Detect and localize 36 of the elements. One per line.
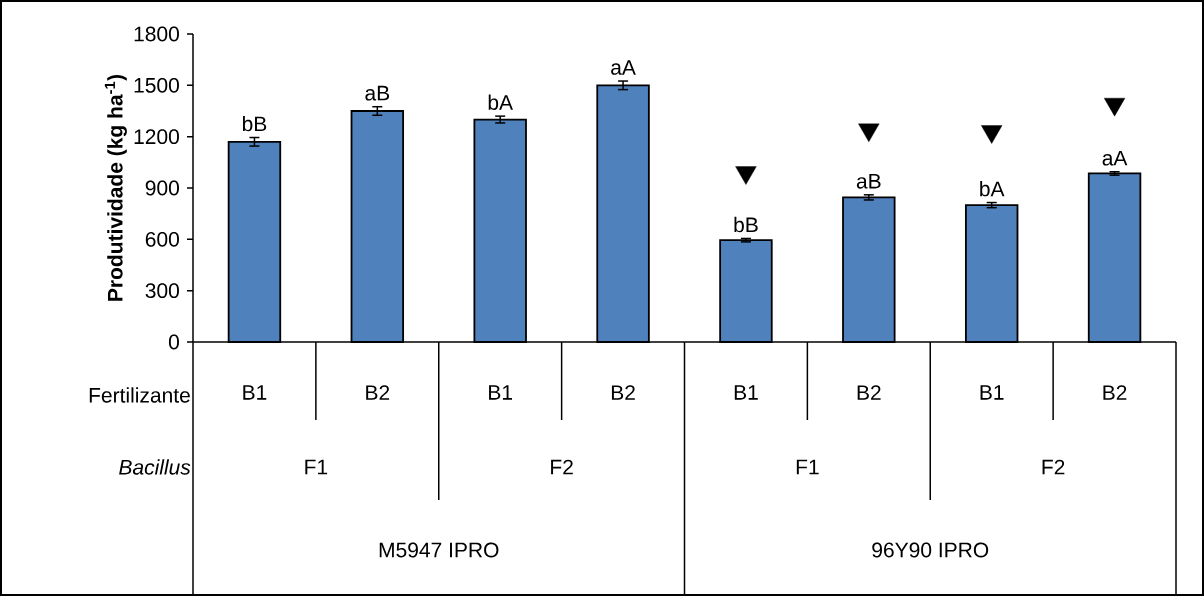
x-tick-label: B1 [243, 385, 267, 400]
data-label: aB [856, 173, 881, 189]
point [981, 125, 1003, 144]
text: Fertilizante [89, 387, 190, 403]
data-label: aA [1102, 150, 1128, 166]
x-tick-label: B2 [857, 385, 881, 400]
y-tick-label: 1800 [134, 26, 179, 42]
point [858, 123, 880, 143]
y-axis-title: Produtividade (kg ha$^{-1}$) [104, 74, 127, 301]
data-label: bA [980, 180, 1005, 197]
text: M5947 IPRO [379, 542, 499, 558]
text: F2 [1042, 459, 1065, 475]
x-tick-label: B2 [1103, 385, 1127, 400]
x-tick-label: B1 [489, 385, 513, 400]
data-label: bB [242, 115, 267, 132]
data-label: aA [611, 60, 636, 75]
data-label: aB [365, 85, 390, 101]
text: F1 [796, 459, 819, 475]
x-tick-label: B1 [734, 385, 758, 400]
text: F1 [305, 459, 328, 475]
y-tick-label: 0 [168, 334, 179, 350]
x-tick-label: B2 [366, 385, 390, 400]
y-tick-label: 600 [145, 231, 179, 247]
text: 96Y90 IPRO [872, 542, 989, 558]
y-tick-label: 1500 [134, 77, 179, 93]
x-tick-label: B2 [611, 385, 635, 400]
point [735, 166, 757, 185]
data-label: bA [488, 94, 513, 110]
text: Bacillus [119, 459, 191, 475]
y-tick-label: 1200 [134, 129, 179, 145]
text: F2 [551, 459, 573, 475]
y-tick-label: 300 [145, 283, 179, 299]
y-tick-label: 900 [145, 180, 179, 196]
point [1103, 97, 1126, 117]
data-label: bB [734, 216, 758, 233]
x-tick-label: B1 [980, 385, 1004, 400]
